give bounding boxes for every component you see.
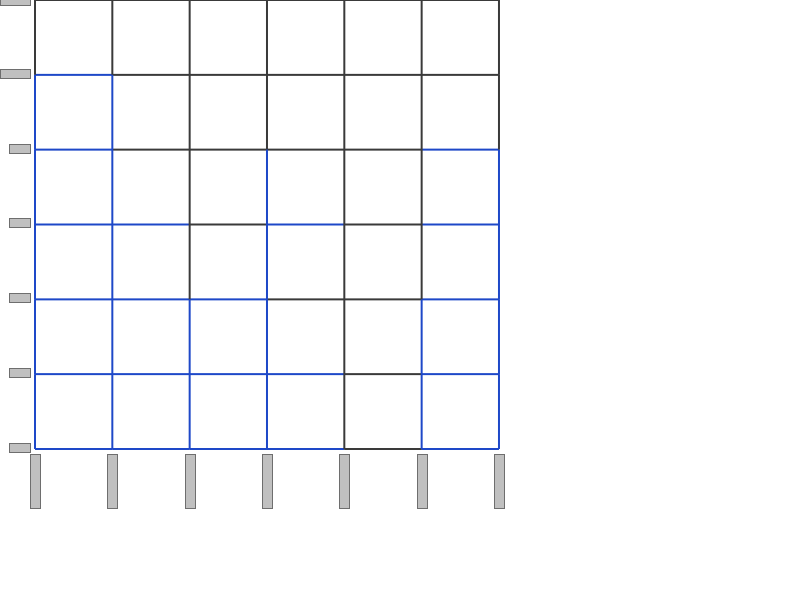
column-handle[interactable] xyxy=(30,453,41,509)
column-handle[interactable] xyxy=(107,453,119,509)
column-handle[interactable] xyxy=(261,453,273,509)
row-handle[interactable] xyxy=(9,368,31,379)
row-handle[interactable] xyxy=(9,218,31,229)
column-handle[interactable] xyxy=(416,453,428,509)
row-handle[interactable] xyxy=(9,143,31,154)
row-handle[interactable] xyxy=(0,0,31,6)
row-handle[interactable] xyxy=(9,293,31,304)
column-handle[interactable] xyxy=(493,453,505,509)
column-handle[interactable] xyxy=(339,453,351,509)
row-handle[interactable] xyxy=(9,442,31,453)
column-handle[interactable] xyxy=(184,453,196,509)
row-handle[interactable] xyxy=(0,68,31,79)
